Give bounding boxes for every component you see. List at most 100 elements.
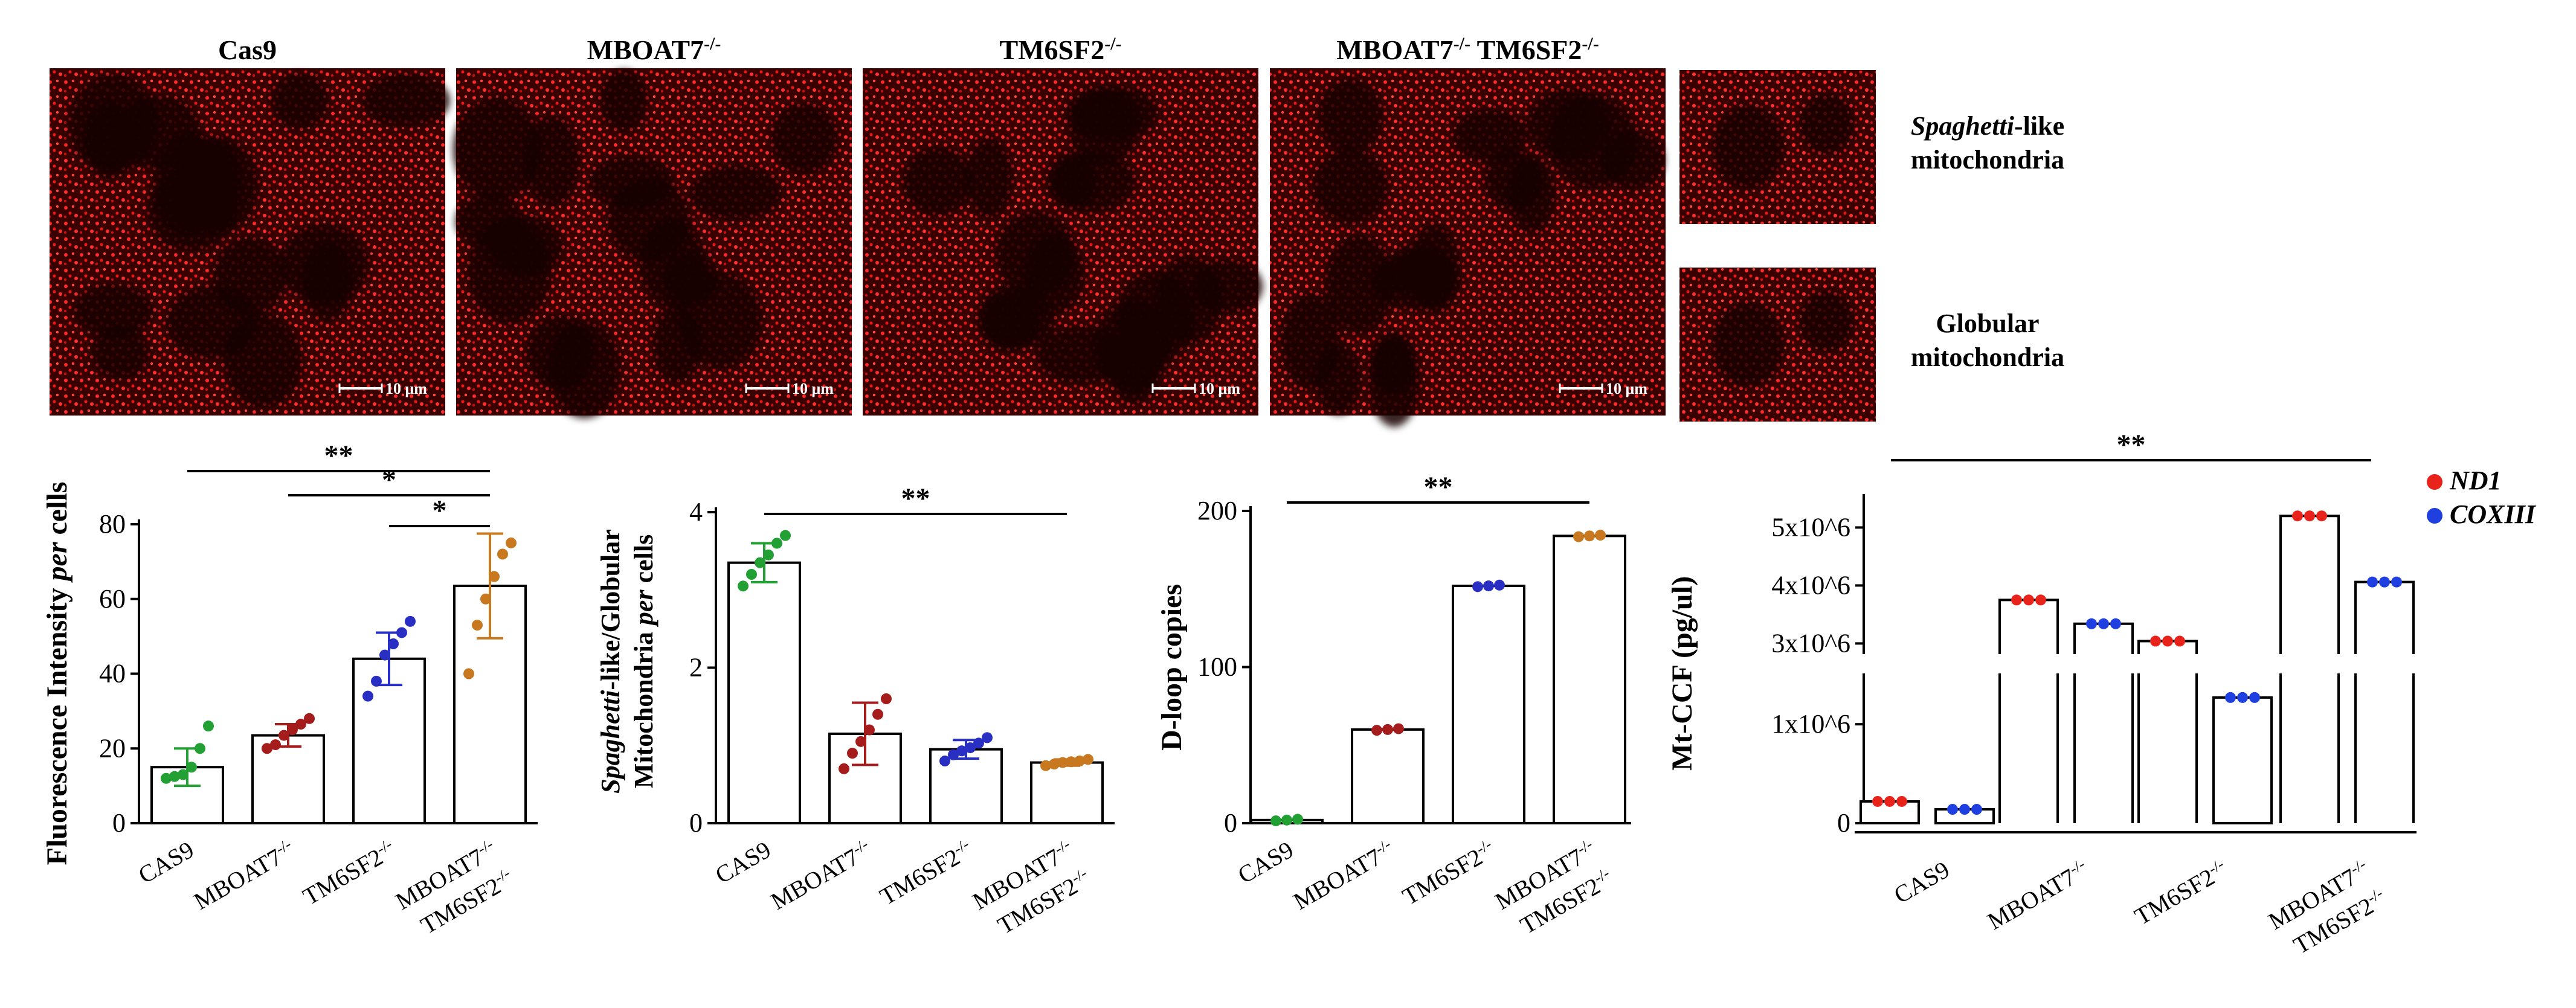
y-tick-label: 20 <box>99 733 126 763</box>
data-point <box>1270 815 1281 827</box>
micrograph-nucleus <box>73 283 153 338</box>
data-point <box>279 730 289 741</box>
bar <box>1351 728 1425 825</box>
data-point <box>1292 814 1303 825</box>
inset-nucleus <box>1711 302 1785 387</box>
micrograph-nucleus <box>1116 270 1195 364</box>
data-point <box>2011 594 2022 606</box>
data-point <box>847 748 858 759</box>
micrograph-nucleus <box>1452 109 1528 163</box>
micrograph-nucleus <box>1368 332 1420 428</box>
data-point <box>2249 692 2260 703</box>
data-point <box>362 690 373 702</box>
x-tick-label-text: TM6SF2 <box>1398 843 1487 910</box>
micrograph-nucleus <box>1023 234 1084 314</box>
y-axis-label-text: cells <box>629 534 658 590</box>
y-axis-label-text: cells <box>41 482 73 542</box>
data-point <box>1971 804 1982 815</box>
inset-label-rest: Globular <box>1936 309 2039 338</box>
y-tick-label: 60 <box>99 584 126 614</box>
bar-upper <box>2279 515 2340 654</box>
data-point <box>2150 635 2161 647</box>
micrograph-title-text: Cas9 <box>218 34 277 65</box>
data-point <box>1884 795 1895 807</box>
data-point <box>1393 723 1404 734</box>
inset-nucleus <box>1799 291 1854 352</box>
data-point <box>982 732 993 743</box>
x-tick-label-text: CAS9 <box>1233 836 1298 889</box>
data-point <box>1049 759 1060 770</box>
micrograph-nucleus <box>147 167 238 252</box>
x-tick-label-text: MBOAT7 <box>1983 863 2080 935</box>
y-axis-label-italic: Spaghetti <box>596 690 625 794</box>
legend-label: COXIII <box>2450 499 2537 529</box>
x-tick-label-text: CAS9 <box>134 836 198 889</box>
micrograph-nucleus <box>548 320 621 419</box>
data-point <box>161 772 172 784</box>
x-tick-label-text: MBOAT7 <box>766 843 863 915</box>
y-tick-label: 1x10^6 <box>1771 709 1850 739</box>
data-point <box>1573 531 1584 542</box>
y-tick-label: 40 <box>99 659 126 689</box>
y-axis-label: Mt-CCF (pg/ul) <box>1666 576 1698 771</box>
y-axis-label-text: Mitochondria <box>629 625 658 788</box>
data-point <box>2098 618 2109 629</box>
data-point <box>169 771 180 782</box>
data-point <box>780 530 791 541</box>
data-point <box>178 769 188 780</box>
data-point <box>388 638 399 649</box>
data-point <box>1472 581 1483 592</box>
chart-mt-ccf: 0 1x10^6 3x10^6 4x10^6 5x10^6 Mt-CCF (pg/ul) C… <box>1666 429 2537 959</box>
micrograph-title: TM6SF2-/- <box>999 34 1121 66</box>
y-tick-label: 0 <box>1224 808 1237 838</box>
inset-label-italic: Spaghetti <box>1911 111 2015 141</box>
bar <box>1030 761 1104 824</box>
x-tick-label-text: TM6SF2 <box>298 843 388 910</box>
data-point <box>186 762 197 773</box>
bar-upper <box>2354 580 2415 654</box>
data-point <box>755 557 765 568</box>
data-point <box>2292 510 2303 522</box>
data-point <box>2237 692 2248 703</box>
data-point <box>2162 635 2173 647</box>
x-tick-label: MBOAT7-/- <box>188 835 299 916</box>
data-point <box>738 580 749 592</box>
micrograph-title: MBOAT7-/- <box>587 34 721 66</box>
micrograph-nucleus <box>978 285 1040 353</box>
data-point <box>1494 579 1505 591</box>
micrograph-nucleus <box>600 70 648 132</box>
micrograph-title-text: MBOAT7 <box>587 34 704 65</box>
data-point <box>295 719 306 730</box>
data-point <box>973 737 984 749</box>
micrograph-nucleus <box>1548 93 1638 190</box>
inset-label-rest: -like <box>2014 111 2064 141</box>
micrograph-nucleus <box>1315 343 1362 415</box>
data-point <box>2086 618 2097 629</box>
micrograph-nucleus <box>524 115 581 207</box>
scale-bar-label: 10 μm <box>1199 380 1240 397</box>
data-point <box>2367 576 2378 588</box>
data-point <box>881 693 892 704</box>
data-point <box>1483 580 1494 592</box>
data-point <box>2304 510 2315 522</box>
micrograph-panel: 10 μm <box>863 68 1263 416</box>
y-tick-label: 4 <box>689 497 703 527</box>
micrograph-nucleus <box>1067 86 1141 165</box>
bar-lower <box>2354 673 2415 823</box>
scale-bar-label: 10 μm <box>792 380 834 397</box>
data-point <box>1074 756 1085 766</box>
data-point <box>287 724 298 736</box>
micrograph-nucleus <box>117 95 201 170</box>
bar-upper <box>1998 599 2059 654</box>
x-tick-label: TM6SF2-/- <box>1397 835 1500 911</box>
micrograph-nucleus <box>1035 326 1128 385</box>
micrograph-nucleus <box>213 236 288 315</box>
micrograph-title-sup2: -/- <box>1582 34 1599 54</box>
inset-label-line1: Spaghetti-like <box>1911 111 2064 141</box>
y-tick-label: 0 <box>112 808 126 838</box>
data-point <box>489 571 500 582</box>
data-point <box>2379 576 2390 588</box>
data-point <box>1947 804 1958 815</box>
data-point <box>463 668 474 679</box>
